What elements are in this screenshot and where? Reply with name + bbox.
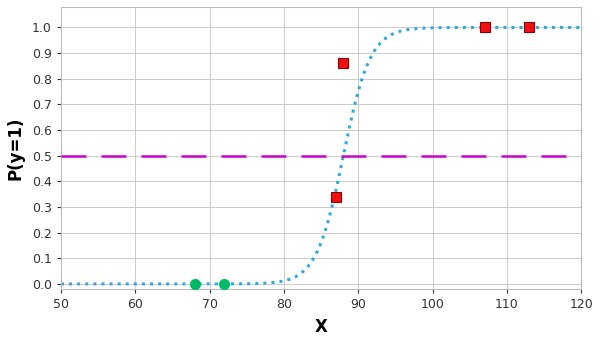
Y-axis label: P(y=1): P(y=1) — [7, 116, 25, 180]
X-axis label: X: X — [314, 318, 328, 336]
